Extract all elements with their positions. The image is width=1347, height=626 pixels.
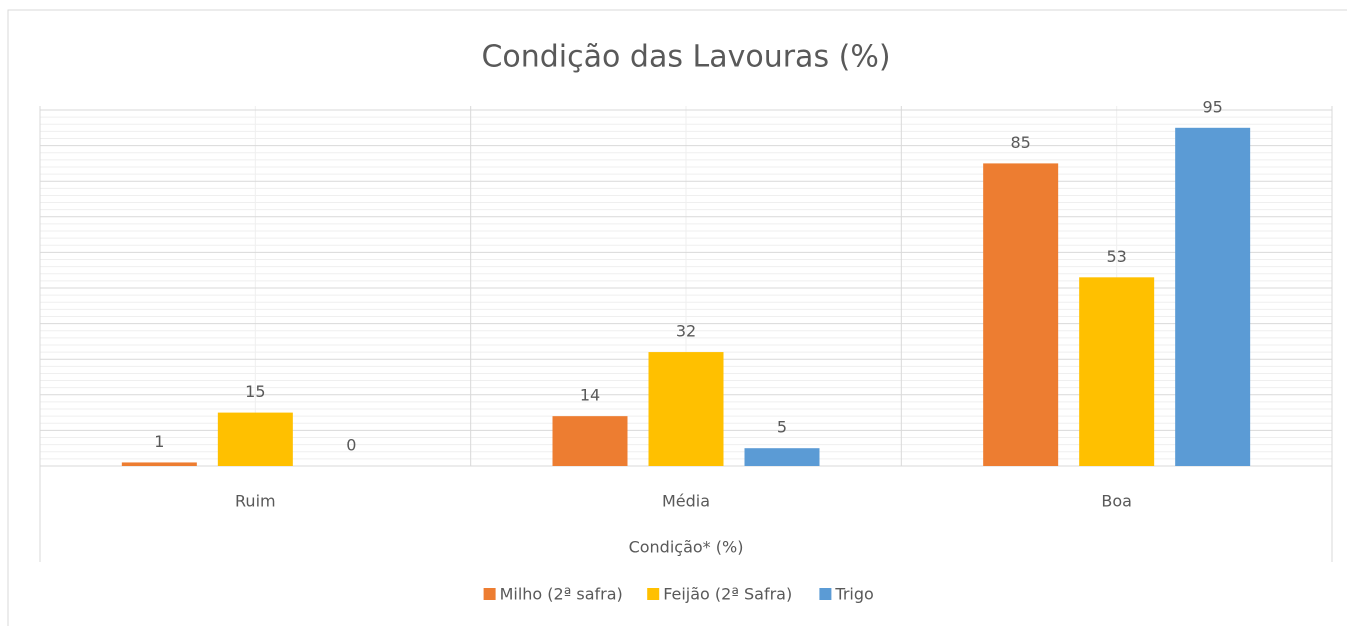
bar bbox=[217, 412, 293, 466]
chart-title: Condição das Lavouras (%) bbox=[481, 40, 890, 75]
legend-swatch bbox=[647, 588, 660, 600]
data-label: 32 bbox=[676, 322, 696, 341]
legend-label: Feijão (2ª Safra) bbox=[663, 585, 792, 604]
data-label: 85 bbox=[1010, 133, 1030, 152]
legend-swatch bbox=[483, 588, 496, 600]
data-label: 53 bbox=[1106, 247, 1126, 266]
x-tick-label: Média bbox=[662, 492, 710, 511]
data-label: 1 bbox=[154, 432, 164, 451]
legend: Milho (2ª safra) Feijão (2ª Safra) Trigo bbox=[483, 585, 874, 604]
data-label: 14 bbox=[580, 386, 600, 405]
legend-label: Trigo bbox=[834, 585, 873, 604]
legend-swatch bbox=[819, 588, 832, 600]
bar bbox=[552, 416, 628, 466]
data-label: 0 bbox=[346, 436, 356, 455]
bar bbox=[121, 462, 197, 466]
x-tick-label: Ruim bbox=[235, 492, 276, 511]
bar bbox=[1079, 277, 1155, 466]
x-tick-label: Boa bbox=[1101, 492, 1132, 511]
bar bbox=[983, 163, 1059, 466]
data-label: 95 bbox=[1202, 97, 1222, 116]
data-label: 5 bbox=[777, 418, 787, 437]
bar bbox=[744, 448, 820, 466]
legend-label: Milho (2ª safra) bbox=[500, 585, 623, 604]
bar bbox=[1175, 127, 1251, 467]
bar bbox=[648, 352, 724, 466]
x-axis-title: Condição* (%) bbox=[629, 538, 744, 557]
data-label: 15 bbox=[245, 382, 265, 401]
